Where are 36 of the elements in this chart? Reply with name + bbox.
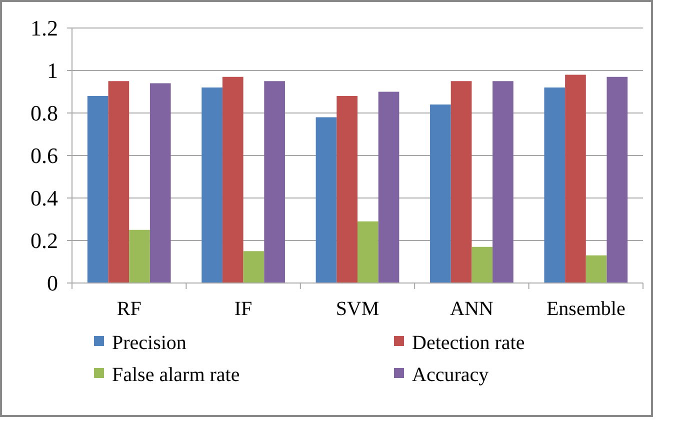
y-tick-label: 0.8 bbox=[30, 100, 58, 126]
bar bbox=[450, 81, 472, 283]
legend-label: Detection rate bbox=[412, 332, 525, 354]
legend-label: Accuracy bbox=[412, 364, 489, 386]
bar bbox=[222, 76, 244, 283]
bar bbox=[358, 221, 378, 283]
bar bbox=[87, 96, 108, 283]
bar bbox=[202, 88, 222, 283]
bar bbox=[108, 81, 130, 283]
x-tick-label: Ensemble bbox=[546, 298, 626, 320]
x-tick-label: ANN bbox=[450, 298, 494, 320]
bar bbox=[565, 74, 586, 283]
bar bbox=[606, 76, 628, 283]
bar bbox=[586, 255, 607, 283]
y-tick-label: 0.4 bbox=[30, 186, 58, 211]
bar bbox=[492, 81, 514, 283]
bar bbox=[264, 81, 285, 283]
bar bbox=[378, 92, 400, 283]
y-tick-label: 1.2 bbox=[30, 16, 58, 41]
bar bbox=[544, 88, 566, 283]
y-tick-label: 0.2 bbox=[30, 228, 58, 254]
x-tick-label: IF bbox=[234, 298, 252, 320]
y-tick-label: 0.6 bbox=[30, 143, 58, 168]
x-tick-label: RF bbox=[116, 298, 142, 320]
bar bbox=[150, 83, 171, 283]
bar bbox=[430, 104, 451, 283]
bar bbox=[129, 230, 150, 283]
legend-label: False alarm rate bbox=[112, 364, 240, 386]
y-tick-label: 1 bbox=[47, 58, 58, 84]
legend-label: Precision bbox=[112, 332, 186, 354]
bar bbox=[243, 251, 264, 283]
bar bbox=[316, 117, 337, 283]
x-tick-label: SVM bbox=[336, 298, 380, 320]
bar bbox=[336, 96, 358, 283]
y-tick-label: 0 bbox=[47, 270, 58, 296]
bar bbox=[472, 246, 493, 283]
